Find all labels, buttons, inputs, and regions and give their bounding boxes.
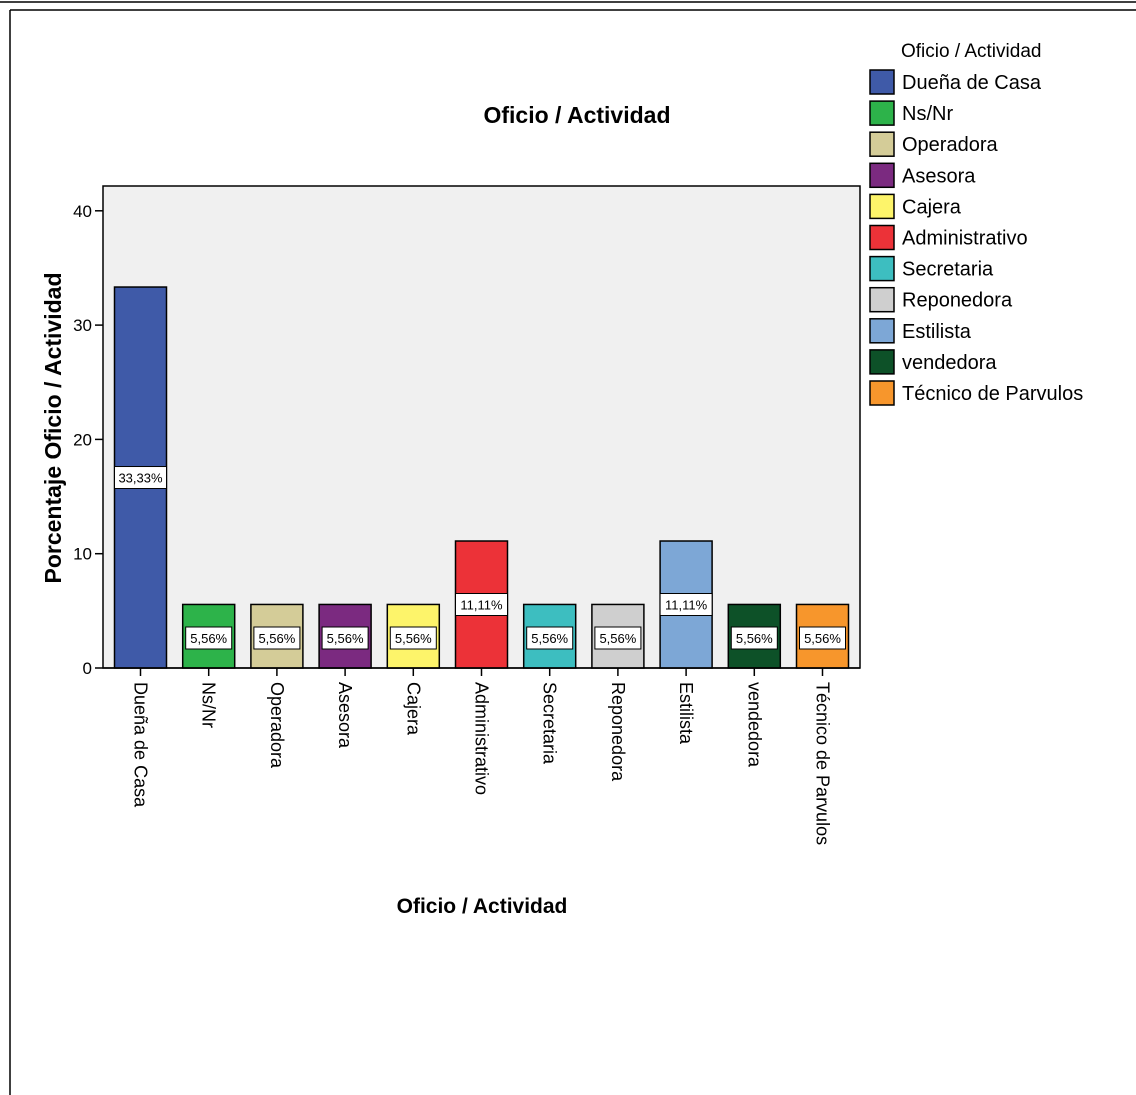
data-label: 5,56% xyxy=(395,631,432,646)
legend-swatch xyxy=(869,318,895,344)
data-label-box xyxy=(185,626,233,650)
data-label: 5,56% xyxy=(736,631,773,646)
x-tick-label: Dueña de Casa xyxy=(131,682,151,808)
x-tick-label: Técnico de Parvulos xyxy=(813,682,833,845)
data-label-box xyxy=(389,626,437,650)
x-tick-label: Asesora xyxy=(335,682,355,749)
legend-swatch xyxy=(869,131,895,157)
legend-label: Administrativo xyxy=(902,228,1028,250)
data-label: 5,56% xyxy=(258,631,295,646)
plot-area: 33,33% 5,56% 5,56% 5,56% 5,56% 11,11% 5,56% 5,5… xyxy=(102,185,861,669)
y-tick-label: 10 xyxy=(73,545,92,564)
legend-swatch xyxy=(869,193,895,220)
data-label: 5,56% xyxy=(190,631,227,646)
legend-label: Dueña de Casa xyxy=(902,72,1042,94)
data-label: 33,33% xyxy=(118,471,163,486)
data-label-box xyxy=(321,626,369,650)
legend-label: Operadora xyxy=(902,134,998,156)
legend-label: Cajera xyxy=(902,196,962,218)
data-label: 5,56% xyxy=(804,631,841,646)
legend-label: vendedora xyxy=(902,352,997,374)
data-label: 11,11% xyxy=(460,598,503,613)
x-axis: Dueña de Casa Ns/Nr Operadora Asesora Cajera… xyxy=(103,667,860,845)
legend-swatch xyxy=(869,100,895,126)
data-label-box xyxy=(114,466,167,490)
legend-label: Secretaria xyxy=(902,259,994,281)
x-axis-title: Oficio / Actividad xyxy=(397,895,568,918)
data-label-box xyxy=(730,626,778,650)
legend-swatch xyxy=(869,286,895,313)
data-label-box xyxy=(799,626,846,650)
y-tick-label: 30 xyxy=(73,316,92,335)
data-label-box xyxy=(455,593,508,617)
x-tick-label: Ns/Nr xyxy=(199,682,219,728)
legend-label: Ns/Nr xyxy=(902,103,953,125)
data-label: 5,56% xyxy=(327,631,364,646)
chart-title: Oficio / Actividad xyxy=(483,102,670,128)
y-tick-label: 20 xyxy=(73,430,92,449)
data-label-box xyxy=(594,626,642,650)
legend-label: Reponedora xyxy=(902,290,1013,312)
legend: Oficio / Actividad Dueña de Casa Ns/Nr Ope… xyxy=(869,41,1083,406)
data-label: 11,11% xyxy=(665,598,708,613)
legend-swatch xyxy=(869,255,895,282)
x-tick-label: Administrativo xyxy=(472,682,492,795)
legend-title: Oficio / Actividad xyxy=(901,41,1041,62)
x-tick-label: Estilista xyxy=(676,682,696,745)
legend-swatch xyxy=(869,162,895,189)
y-tick-label: 0 xyxy=(83,659,92,678)
x-tick-label: Reponedora xyxy=(608,682,628,782)
legend-swatch xyxy=(869,380,895,406)
data-label-box xyxy=(659,593,713,617)
legend-label: Estilista xyxy=(902,321,972,343)
x-tick-label: Operadora xyxy=(267,682,287,769)
y-axis-title: Porcentaje Oficio / Actividad xyxy=(40,272,66,583)
legend-swatch xyxy=(869,349,895,375)
x-tick-label: Secretaria xyxy=(540,682,560,765)
data-label-box xyxy=(526,626,574,650)
legend-swatch xyxy=(869,69,895,95)
data-label-box xyxy=(253,626,301,650)
y-axis: 0 10 20 30 40 xyxy=(73,202,103,678)
data-label: 5,56% xyxy=(531,631,568,646)
y-tick-label: 40 xyxy=(73,202,92,221)
data-label: 5,56% xyxy=(599,631,636,646)
legend-label: Asesora xyxy=(902,165,976,187)
data-labels-layer: 33,33% 5,56% 5,56% 5,56% 5,56% 11,11% 5,56% 5,5… xyxy=(114,466,846,650)
x-tick-label: Cajera xyxy=(403,682,423,736)
x-tick-label: vendedora xyxy=(744,682,764,768)
legend-swatch xyxy=(869,224,895,251)
legend-label: Técnico de Parvulos xyxy=(902,383,1083,405)
